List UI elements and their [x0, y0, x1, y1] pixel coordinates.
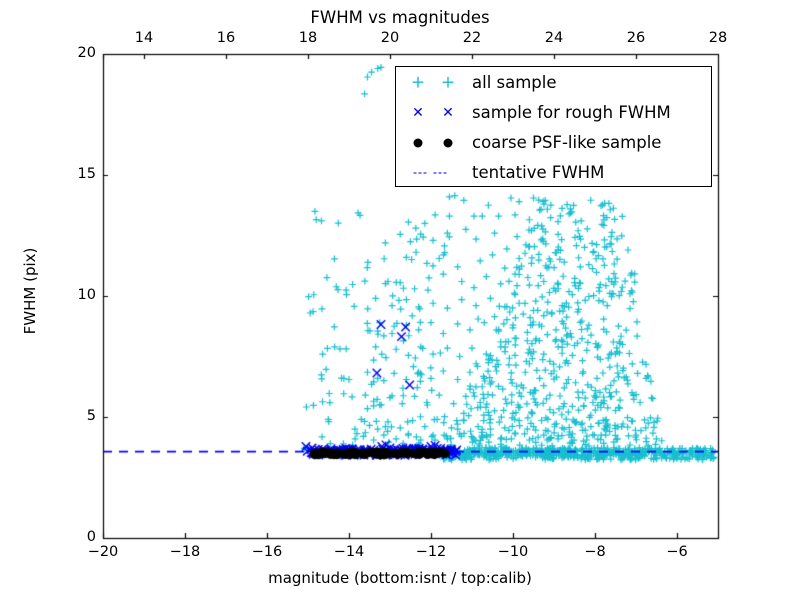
- x-tick-label-bottom: −8: [584, 544, 606, 560]
- x-tick-label-top: 26: [626, 30, 646, 46]
- x-tick-label-top: 28: [708, 30, 728, 46]
- x-tick-label-top: 16: [216, 30, 236, 46]
- legend-label: coarse PSF-like sample: [472, 132, 662, 152]
- x-tick-label-bottom: −18: [169, 544, 201, 560]
- y-tick-label: 5: [86, 408, 96, 424]
- legend-item: coarse PSF-like sample: [396, 128, 711, 158]
- legend-marker-plus-icon: + +: [410, 72, 456, 93]
- legend-marker-dot-icon: [396, 128, 472, 158]
- x-tick-label-bottom: −14: [333, 544, 365, 560]
- y-tick-label: 15: [77, 166, 96, 182]
- legend-marker-dashed-line-icon: [396, 158, 472, 188]
- x-tick-label-top: 14: [134, 30, 154, 46]
- y-tick-label: 0: [86, 529, 96, 545]
- x-tick-label-top: 22: [462, 30, 482, 46]
- legend-item: + + all sample: [396, 68, 711, 98]
- x-tick-label-bottom: −20: [87, 544, 119, 560]
- legend-marker-cross-icon: ✕ ✕: [412, 105, 454, 121]
- x-tick-label-bottom: −16: [251, 544, 283, 560]
- y-tick-label: 20: [77, 45, 96, 61]
- legend-item: tentative FWHM: [396, 158, 711, 188]
- legend-label: sample for rough FWHM: [472, 102, 671, 122]
- x-tick-label-bottom: −12: [415, 544, 447, 560]
- x-tick-label-bottom: −6: [666, 544, 688, 560]
- legend: + + all sample ✕ ✕ sample for rough FWHM coars…: [395, 66, 712, 187]
- legend-label: tentative FWHM: [472, 162, 605, 182]
- x-tick-label-top: 20: [380, 30, 400, 46]
- x-tick-label-bottom: −10: [497, 544, 529, 560]
- x-tick-label-top: 18: [298, 30, 318, 46]
- legend-item: ✕ ✕ sample for rough FWHM: [396, 98, 711, 128]
- legend-label: all sample: [472, 72, 557, 92]
- y-axis-label: FWHM (pix): [21, 247, 39, 335]
- x-axis-label: magnitude (bottom:isnt / top:calib): [268, 569, 532, 587]
- y-tick-label: 10: [77, 287, 96, 303]
- x-tick-label-top: 24: [544, 30, 564, 46]
- chart-title: FWHM vs magnitudes: [310, 8, 490, 27]
